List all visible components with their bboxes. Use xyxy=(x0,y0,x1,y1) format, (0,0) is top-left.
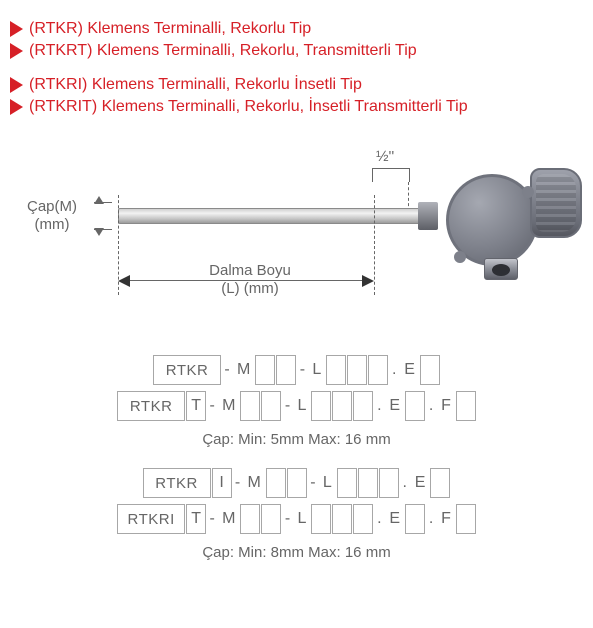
heading-text: (RTKR) Klemens Terminalli, Rekorlu Tip xyxy=(29,18,311,40)
length-arrow xyxy=(128,280,364,281)
code-E: E xyxy=(400,361,419,379)
caret-right-icon xyxy=(10,99,23,115)
head-lug-icon xyxy=(454,251,466,263)
order-code-row: RTKR - M - L . E xyxy=(153,355,440,385)
dash-sep: - xyxy=(207,510,217,528)
code-field xyxy=(353,504,373,534)
code-L: L xyxy=(293,510,310,528)
code-field xyxy=(276,355,296,385)
dash-sep: - xyxy=(297,361,307,379)
heading-text: (RTKRT) Klemens Terminalli, Rekorlu, Tra… xyxy=(29,40,417,62)
code-field xyxy=(379,468,399,498)
order-code-row: RTKRI T - M - L . E . F xyxy=(117,504,476,534)
dash-sep: - xyxy=(233,474,243,492)
code-field xyxy=(311,504,331,534)
code-M: M xyxy=(218,510,239,528)
length-label-2: (L) (mm) xyxy=(221,280,278,297)
dot-sep: . xyxy=(426,397,436,415)
code-field xyxy=(240,504,260,534)
dash-sep: - xyxy=(222,361,232,379)
head-cap xyxy=(530,168,582,238)
heading-group-1: (RTKR) Klemens Terminalli, Rekorlu Tip (… xyxy=(10,18,583,62)
dash-sep: - xyxy=(282,510,292,528)
code-field xyxy=(456,504,476,534)
guide-line xyxy=(374,195,375,295)
heading-line: (RTKR) Klemens Terminalli, Rekorlu Tip xyxy=(10,18,583,40)
order-code-row: RTKR I - M - L . E xyxy=(143,468,451,498)
head-lug-icon xyxy=(522,186,534,198)
code-field xyxy=(420,355,440,385)
dash-sep: - xyxy=(308,474,318,492)
heading-line: (RTKRIT) Klemens Terminalli, Rekorlu, İn… xyxy=(10,96,583,118)
diameter-range-note: Çap: Min: 8mm Max: 16 mm xyxy=(202,544,390,561)
code-field xyxy=(332,391,352,421)
dash-sep: - xyxy=(207,397,217,415)
code-field xyxy=(405,391,425,421)
thread-bracket xyxy=(372,168,410,182)
code-field xyxy=(326,355,346,385)
code-prefix-box: RTKR xyxy=(143,468,211,498)
code-field xyxy=(255,355,275,385)
diameter-label-1: Çap(M) xyxy=(27,198,77,215)
code-E: E xyxy=(411,474,430,492)
code-L: L xyxy=(319,474,336,492)
code-E: E xyxy=(385,510,404,528)
code-field xyxy=(337,468,357,498)
code-M: M xyxy=(218,397,239,415)
caret-right-icon xyxy=(10,77,23,93)
diameter-label-2: (mm) xyxy=(35,216,70,233)
code-field xyxy=(368,355,388,385)
code-M: M xyxy=(244,474,265,492)
diameter-range-note: Çap: Min: 5mm Max: 16 mm xyxy=(202,431,390,448)
code-field xyxy=(311,391,331,421)
code-field xyxy=(456,391,476,421)
code-variant-box: T xyxy=(186,504,206,534)
code-field xyxy=(240,391,260,421)
code-field xyxy=(430,468,450,498)
dot-sep: . xyxy=(389,361,399,379)
code-prefix-box: RTKRI xyxy=(117,504,185,534)
probe-diagram: ½'' Çap(M) (mm) Dalma Boyu (L) (mm) xyxy=(10,130,583,355)
heading-line: (RTKRT) Klemens Terminalli, Rekorlu, Tra… xyxy=(10,40,583,62)
code-field xyxy=(347,355,367,385)
diameter-label: Çap(M) (mm) xyxy=(12,198,92,234)
code-field xyxy=(287,468,307,498)
heading-group-2: (RTKRI) Klemens Terminalli, Rekorlu İnse… xyxy=(10,74,583,118)
code-F: F xyxy=(437,397,455,415)
heading-text: (RTKRI) Klemens Terminalli, Rekorlu İnse… xyxy=(29,74,362,96)
code-variant-box: T xyxy=(186,391,206,421)
diameter-bracket xyxy=(94,202,112,230)
code-L: L xyxy=(293,397,310,415)
terminal-head xyxy=(436,166,586,281)
code-E: E xyxy=(385,397,404,415)
dot-sep: . xyxy=(400,474,410,492)
code-prefix-box: RTKR xyxy=(153,355,221,385)
code-field xyxy=(261,391,281,421)
caret-right-icon xyxy=(10,43,23,59)
order-code-row: RTKR T - M - L . E . F xyxy=(117,391,476,421)
code-L: L xyxy=(308,361,325,379)
code-variant-box: I xyxy=(212,468,232,498)
heading-line: (RTKRI) Klemens Terminalli, Rekorlu İnse… xyxy=(10,74,583,96)
code-F: F xyxy=(437,510,455,528)
dot-sep: . xyxy=(374,510,384,528)
fitting xyxy=(418,202,438,230)
length-label-1: Dalma Boyu xyxy=(209,262,291,279)
dot-sep: . xyxy=(426,510,436,528)
code-field xyxy=(353,391,373,421)
code-prefix-box: RTKR xyxy=(117,391,185,421)
thread-size-label: ½'' xyxy=(376,148,394,165)
code-field xyxy=(266,468,286,498)
dash-sep: - xyxy=(282,397,292,415)
heading-text: (RTKRIT) Klemens Terminalli, Rekorlu, İn… xyxy=(29,96,468,118)
caret-right-icon xyxy=(10,21,23,37)
dot-sep: . xyxy=(374,397,384,415)
code-field xyxy=(358,468,378,498)
head-cable-hole xyxy=(492,264,510,276)
order-code-section: RTKR - M - L . E RTKR T - M - L . E . F … xyxy=(10,355,583,575)
code-field xyxy=(261,504,281,534)
code-field xyxy=(405,504,425,534)
code-field xyxy=(332,504,352,534)
code-M: M xyxy=(233,361,254,379)
